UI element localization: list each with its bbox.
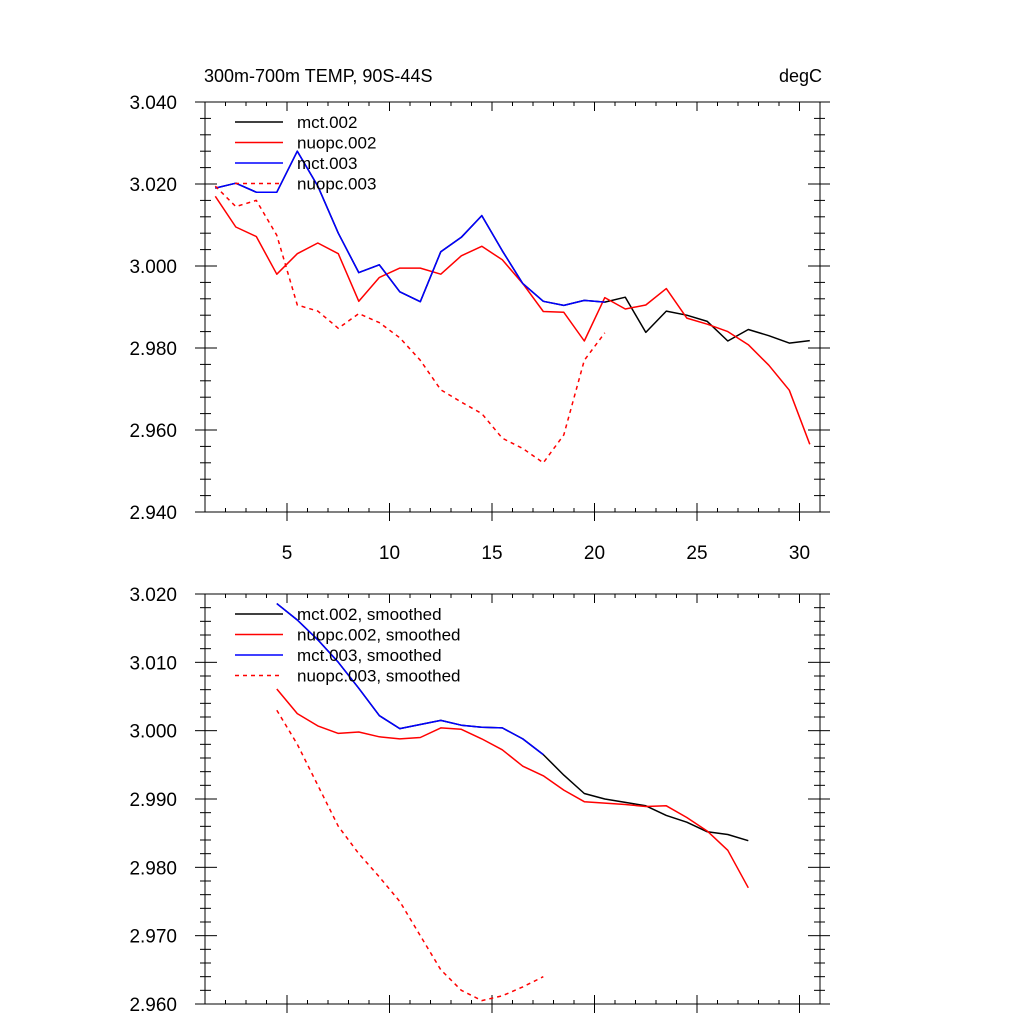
tick-marks (195, 101, 830, 521)
x-tick-label: 25 (686, 543, 707, 564)
y-tick-labels: 2.960 2.970 2.980 2.990 3.000 3.010 3.020 (129, 585, 177, 1016)
legend-label: mct.003, smoothed (297, 646, 442, 665)
x-tick-label: 20 (584, 543, 605, 564)
series-line-mct-003-smoothed (276, 603, 544, 756)
series-line-nuopc-003 (214, 185, 606, 464)
x-tick-label: 10 (379, 543, 400, 564)
legend-label: mct.002 (297, 113, 357, 132)
series-line-mct-003 (215, 150, 605, 307)
series-line-nuopc-002-smoothed (276, 688, 749, 889)
chart-title-right: degC (779, 66, 822, 86)
y-tick-label: 3.000 (129, 257, 177, 278)
x-tick-label: 5 (282, 543, 293, 564)
legend-label: nuopc.002 (297, 134, 376, 153)
legend-label: mct.002, smoothed (297, 605, 442, 624)
legend-label: nuopc.003 (297, 175, 376, 194)
legend: mct.002, smoothed nuopc.002, smoothedmct.… (235, 605, 461, 686)
y-tick-label: 2.980 (129, 858, 177, 879)
y-tick-labels: 2.940 2.960 2.980 3.000 3.020 3.040 (129, 93, 177, 524)
top-chart: 300m-700m TEMP, 90S-44S degC 2.9402.9602… (129, 66, 830, 564)
series-lines (214, 150, 811, 464)
y-tick-label: 3.010 (129, 653, 177, 674)
y-tick-label: 2.970 (129, 927, 177, 948)
legend-label: nuopc.002, smoothed (297, 626, 461, 645)
legend-label: mct.003 (297, 154, 357, 173)
y-tick-label: 3.020 (129, 585, 177, 606)
x-tick-label: 15 (481, 543, 502, 564)
x-tick-labels: 5 10 15 20 25 30 (282, 543, 810, 564)
y-tick-label: 3.000 (129, 722, 177, 743)
series-line-nuopc-003-smoothed (276, 709, 544, 1002)
tick-marks (195, 593, 830, 1013)
bottom-chart: 2.960 2.970 2.980 2.990 3.000 3.010 3.020 mct.… (129, 585, 830, 1016)
series-lines (276, 603, 749, 1002)
legend-label: nuopc.003, smoothed (297, 667, 461, 686)
y-tick-label: 2.940 (129, 503, 177, 524)
series-line-nuopc-002 (214, 195, 811, 445)
chart-title-left: 300m-700m TEMP, 90S-44S (204, 66, 432, 86)
y-tick-label: 2.990 (129, 790, 177, 811)
x-tick-label: 30 (789, 543, 810, 564)
y-tick-label: 2.980 (129, 339, 177, 360)
y-tick-label: 2.960 (129, 421, 177, 442)
y-tick-label: 3.020 (129, 175, 177, 196)
y-tick-label: 3.040 (129, 93, 177, 114)
y-tick-label: 2.960 (129, 995, 177, 1016)
